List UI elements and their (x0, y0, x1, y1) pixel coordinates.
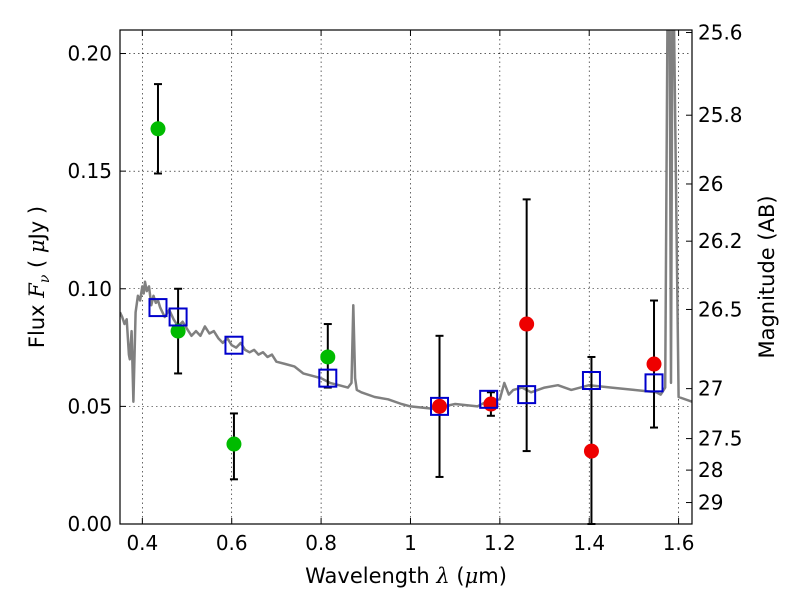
data-markers (148, 121, 664, 459)
model-spectrum-line (120, 30, 692, 410)
y-axis-symbol: F (25, 282, 49, 299)
y2-tick-label: 26.2 (698, 229, 743, 253)
x-tick-label: 1.6 (663, 531, 695, 555)
y2-tick-label: 26 (698, 172, 723, 196)
plot-data (120, 30, 692, 410)
y2-axis-label: Magnitude (AB) (755, 195, 779, 358)
y-tick-label: 0.20 (67, 42, 112, 66)
model-point-square (644, 373, 664, 393)
model-point-square (148, 298, 168, 318)
y2-tick-label: 25.6 (698, 21, 743, 45)
y-tick-label: 0.05 (67, 394, 112, 418)
y2-tick-label: 27.5 (698, 427, 743, 451)
x-axis-label: Wavelength λ (μm) (305, 564, 507, 588)
x-tick-label: 0.6 (216, 531, 248, 555)
model-point-square (318, 368, 338, 388)
data-point (226, 436, 242, 452)
x-tick-label: 0.8 (305, 531, 337, 555)
model-point-square (517, 385, 537, 405)
axis-ticks: 0.4 0.6 0.8 1 1.2 1.4 1.6 0.00 0.05 0.10 0.15 0.20 2… (67, 21, 742, 555)
data-point (519, 316, 535, 332)
model-point-square (168, 307, 188, 327)
y-axis-label: Flux Fν ( μJy ) (25, 206, 53, 348)
y2-tick-label: 29 (698, 491, 723, 515)
x-tick-label: 0.4 (126, 531, 158, 555)
data-point (483, 396, 499, 412)
y-tick-label: 0.00 (67, 512, 112, 536)
x-tick-label: 1 (404, 531, 417, 555)
data-point (320, 349, 336, 365)
y2-tick-label: 25.8 (698, 103, 743, 127)
grid-lines (120, 30, 692, 524)
y-tick-label: 0.15 (67, 159, 112, 183)
data-point (646, 356, 662, 372)
y2-tick-label: 27 (698, 377, 723, 401)
data-point (583, 443, 599, 459)
data-point (150, 121, 166, 137)
y2-tick-label: 26.5 (698, 297, 743, 321)
x-axis-symbol: λ (435, 564, 449, 588)
model-point-square (581, 371, 601, 391)
model-point-square (430, 396, 450, 416)
data-point (170, 323, 186, 339)
y-tick-label: 0.10 (67, 277, 112, 301)
x-tick-label: 1.2 (484, 531, 516, 555)
model-point-square (479, 389, 499, 409)
plot-frame (119, 29, 693, 525)
y2-tick-label: 28 (698, 458, 723, 482)
data-point (432, 398, 448, 414)
x-tick-label: 1.4 (573, 531, 605, 555)
model-point-square (224, 335, 244, 355)
